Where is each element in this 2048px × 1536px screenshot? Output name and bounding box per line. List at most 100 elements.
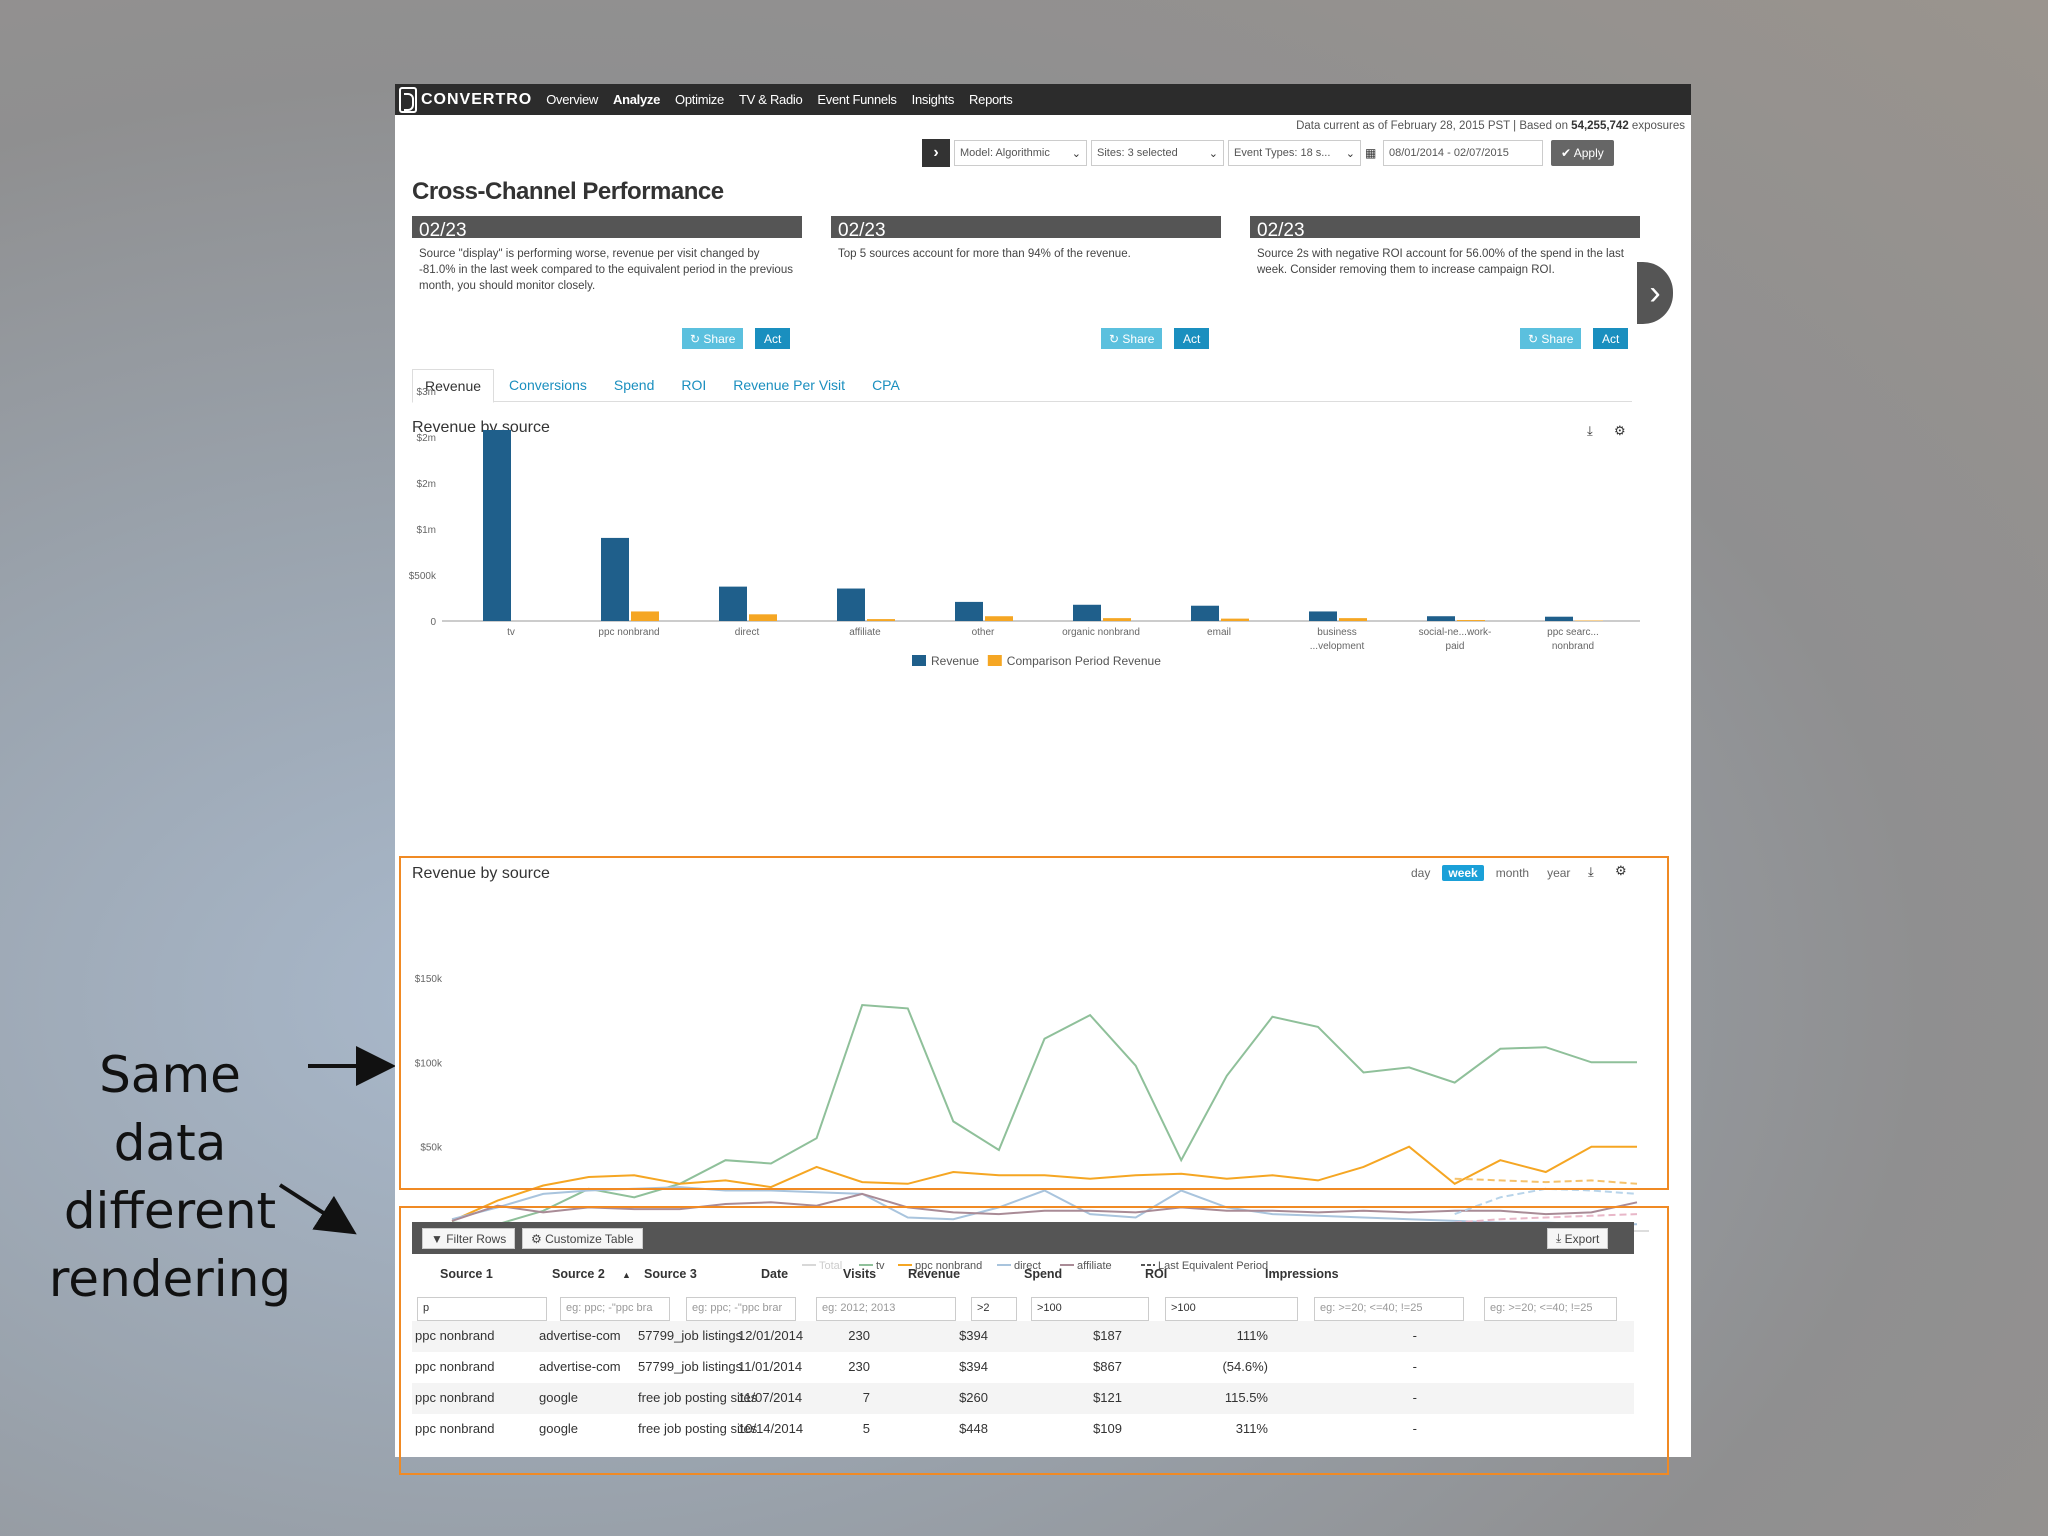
insight-card: 02/23 Source "display" is performing wor… [412, 216, 802, 356]
tab-spend[interactable]: Spend [613, 377, 655, 393]
tab-revenue-per-visit[interactable]: Revenue Per Visit [733, 377, 846, 393]
bar [837, 588, 865, 621]
filter-source-2-input[interactable]: eg: ppc; -"ppc bra [560, 1297, 670, 1321]
filter-spend-input[interactable]: >100 [1165, 1297, 1298, 1321]
nav-overview[interactable]: Overview [546, 92, 599, 107]
period-year[interactable]: year [1547, 866, 1571, 880]
brand-logo[interactable]: CONVERTRO [399, 86, 532, 113]
gear-icon[interactable]: ⚙ [1614, 423, 1626, 438]
nav-event-funnels[interactable]: Event Funnels [817, 92, 897, 107]
table-cell: 10/14/2014 [738, 1421, 804, 1436]
filter-date-input[interactable]: eg: 2012; 2013 [816, 1297, 956, 1321]
col-date[interactable]: Date [761, 1267, 789, 1281]
sites-select[interactable]: Sites: 3 selected ⌄ [1091, 140, 1224, 166]
share-button[interactable]: ↻ Share [1101, 328, 1163, 349]
tab-roi[interactable]: ROI [681, 377, 707, 393]
insight-date: 02/23 [831, 216, 1221, 238]
calendar-icon[interactable]: ▦ [1365, 146, 1377, 160]
col-source-1[interactable]: Source 1 [440, 1267, 493, 1281]
table-cell: advertise-com [539, 1359, 621, 1374]
series-line [451, 1192, 1638, 1222]
legend-label: ppc nonbrand [915, 1260, 982, 1272]
sites-value: Sites: 3 selected [1097, 147, 1178, 159]
x-tick-label: ...velopment [1310, 641, 1365, 652]
nav-tv-radio[interactable]: TV & Radio [738, 92, 803, 107]
table-cell: - [1412, 1421, 1417, 1436]
period-month[interactable]: month [1495, 866, 1530, 880]
share-button[interactable]: ↻ Share [1520, 328, 1582, 349]
tab-revenue[interactable]: Revenue [412, 369, 495, 403]
table-header: Source 1 Source 2 ▲ Source 3 Date Visits… [412, 1262, 1634, 1286]
filter-impressions-input[interactable]: eg: >=20; <=40; !=25 [1484, 1297, 1617, 1321]
act-button[interactable]: Act [1593, 328, 1629, 349]
filter-source-1-input[interactable]: p [417, 1297, 547, 1321]
bar [601, 537, 629, 621]
period-week[interactable]: week [1442, 865, 1484, 881]
col-roi[interactable]: ROI [1145, 1267, 1168, 1281]
export-button[interactable]: ⤓ Export [1547, 1228, 1609, 1249]
customize-table-button[interactable]: ⚙ Customize Table [522, 1228, 643, 1249]
model-select[interactable]: Model: Algorithmic ⌄ [954, 140, 1087, 166]
gear-icon: ⚙ [531, 1231, 546, 1246]
series-line [451, 1003, 1637, 1226]
next-insights-button[interactable]: › [1637, 262, 1673, 324]
chevron-down-icon: ⌄ [1208, 147, 1218, 160]
y-tick-label: $100k [415, 1058, 443, 1069]
model-value: Model: Algorithmic [960, 147, 1050, 159]
date-range-input[interactable]: 08/01/2014 - 02/07/2015 [1383, 140, 1543, 166]
filter-rows-button[interactable]: ▼ Filter Rows [422, 1228, 516, 1249]
insight-card: 02/23 Source 2s with negative ROI accoun… [1250, 216, 1640, 356]
act-button[interactable]: Act [755, 328, 791, 349]
col-source-3[interactable]: Source 3 [644, 1267, 697, 1281]
table-cell: free job posting sites [638, 1390, 758, 1405]
table-cell: 230 [848, 1359, 870, 1374]
act-button[interactable]: Act [1174, 328, 1210, 349]
download-icon[interactable]: ⤓ [1587, 423, 1593, 438]
chevron-right-icon: › [1649, 273, 1661, 312]
nav-insights[interactable]: Insights [911, 92, 955, 107]
filter-roi-input[interactable]: eg: >=20; <=40; !=25 [1314, 1297, 1464, 1321]
series-line [1454, 1177, 1638, 1185]
nav-analyze[interactable]: Analyze [613, 92, 661, 107]
nav-reports[interactable]: Reports [969, 92, 1013, 107]
gear-icon[interactable]: ⚙ [1615, 863, 1627, 878]
table-cell: 5 [862, 1421, 870, 1436]
y-tick-label: $50k [420, 1143, 443, 1154]
col-spend[interactable]: Spend [1024, 1267, 1063, 1281]
annotation-line-3: rendering [48, 1250, 292, 1308]
table-cell: google [539, 1390, 579, 1405]
tab-cpa[interactable]: CPA [872, 377, 900, 393]
expand-filters-button[interactable]: › [922, 139, 950, 167]
app-screenshot: CONVERTRO Overview Analyze Optimize TV &… [395, 84, 1691, 1457]
apply-button[interactable]: ✔ Apply [1551, 140, 1614, 166]
table-cell: 12/01/2014 [738, 1328, 804, 1343]
share-label: Share [1541, 331, 1574, 346]
period-day[interactable]: day [1411, 866, 1431, 880]
col-visits[interactable]: Visits [843, 1267, 877, 1281]
sort-asc-icon[interactable]: ▲ [622, 1270, 631, 1280]
filter-source-3-input[interactable]: eg: ppc; -"ppc brar [686, 1297, 796, 1321]
table-cell: 230 [848, 1328, 870, 1343]
share-icon: ↻ [690, 331, 704, 346]
download-icon[interactable]: ⤓ [1588, 864, 1594, 879]
data-status: Data current as of February 28, 2015 PST… [395, 115, 1691, 135]
table-row[interactable]: ppc nonbrand advertise-com 57799_job listi… [412, 1321, 1634, 1352]
date-range-value: 08/01/2014 - 02/07/2015 [1389, 147, 1509, 159]
share-button[interactable]: ↻ Share [682, 328, 744, 349]
filter-revenue-input[interactable]: >100 [1031, 1297, 1149, 1321]
table-row[interactable]: ppc nonbrand advertise-com 57799_job listi… [412, 1352, 1634, 1383]
y-tick-label: $3m [417, 387, 436, 398]
col-source-2[interactable]: Source 2 [552, 1267, 605, 1281]
table-row[interactable]: ppc nonbrand google free job posting sites… [412, 1383, 1634, 1414]
x-tick-label: ppc nonbrand [598, 627, 659, 638]
bar [867, 619, 895, 621]
filter-visits-input[interactable]: >2 [971, 1297, 1017, 1321]
event-types-select[interactable]: Event Types: 18 s... ⌄ [1228, 140, 1361, 166]
col-impressions[interactable]: Impressions [1265, 1267, 1339, 1281]
table-row[interactable]: ppc nonbrand google free job posting sites… [412, 1414, 1634, 1445]
export-label: Export [1564, 1231, 1600, 1246]
tab-conversions[interactable]: Conversions [509, 377, 587, 393]
table-cell: $109 [1093, 1421, 1122, 1436]
nav-optimize[interactable]: Optimize [675, 92, 724, 107]
col-revenue[interactable]: Revenue [908, 1267, 961, 1281]
